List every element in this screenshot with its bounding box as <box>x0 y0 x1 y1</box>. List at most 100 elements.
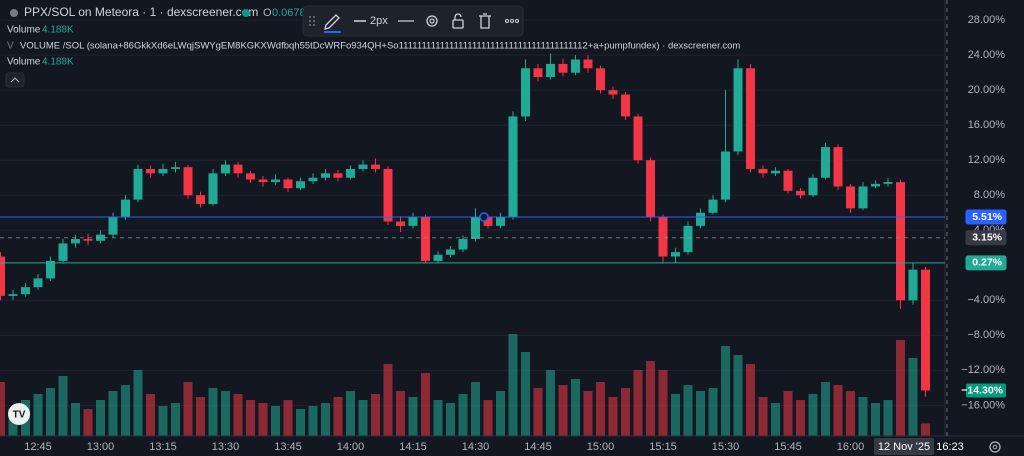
x-tick-label: 16:00 <box>837 441 865 453</box>
drag-handle[interactable] <box>309 16 315 26</box>
candle-body <box>108 217 118 235</box>
volume-bar <box>808 394 818 436</box>
candle-body <box>383 168 393 222</box>
volume-bar <box>308 406 318 436</box>
pencil-icon[interactable] <box>324 14 340 30</box>
candle-body <box>758 168 768 174</box>
axis-settings-icon[interactable] <box>989 441 1001 453</box>
volume-bar <box>221 391 230 436</box>
candle-body <box>246 173 255 180</box>
candle-body <box>508 116 518 218</box>
candle-body <box>696 212 705 226</box>
legend: PPX/SOL on Meteora · 1 · dexscreener.com… <box>5 5 740 88</box>
volume-bar <box>383 364 393 436</box>
candle-body <box>783 170 793 191</box>
lock-icon[interactable] <box>452 19 464 29</box>
volume-bar <box>783 391 793 436</box>
volume-bar <box>546 370 555 436</box>
candle-body <box>471 217 480 240</box>
crosshair-label-bg <box>965 230 1007 246</box>
delete-icon[interactable] <box>479 13 491 29</box>
candle-body <box>333 173 343 178</box>
volume-bar <box>858 397 868 436</box>
volume-bar <box>146 394 155 436</box>
volume-value: 4.188K <box>42 25 74 36</box>
volume-bar <box>533 388 543 436</box>
volume-bar <box>408 397 418 436</box>
volume-bar <box>871 403 880 436</box>
y-tick-label: 24.00% <box>968 49 1006 61</box>
x-tick-label: 13:15 <box>149 441 177 453</box>
volume-bar <box>833 385 843 436</box>
candle-body <box>58 243 68 261</box>
logo: TV <box>8 403 30 425</box>
volume-bar <box>646 361 655 436</box>
candle-body <box>546 63 555 78</box>
volume-bar <box>371 394 380 436</box>
volume-bar <box>333 397 343 436</box>
volume-bar <box>396 391 405 436</box>
volume-bar <box>158 406 168 436</box>
candle-body <box>658 217 668 257</box>
candle-body <box>833 147 843 187</box>
indicator-toggle[interactable]: V <box>7 41 14 52</box>
x-tick-label: 15:45 <box>774 441 802 453</box>
time-label: 16:23 <box>936 441 964 453</box>
candle-body <box>708 199 718 213</box>
collapse-button[interactable] <box>5 72 25 88</box>
candle-body <box>908 269 918 301</box>
candle-body <box>683 225 693 253</box>
y-tick-label: 20.00% <box>968 84 1006 96</box>
candle-body <box>321 173 330 178</box>
settings-icon[interactable] <box>426 15 438 27</box>
candle-body <box>733 68 743 152</box>
horizontal-line-label: 0.27% <box>972 257 1002 269</box>
more-icon[interactable] <box>505 19 519 23</box>
y-tick-label: −8.00% <box>967 329 1005 341</box>
volume-bar <box>446 403 455 436</box>
volume-bar <box>83 409 93 436</box>
volume-bar <box>358 400 368 436</box>
candle-body <box>21 287 30 295</box>
y-tick-label: −12.00% <box>961 364 1005 376</box>
open-label: O <box>263 7 272 19</box>
x-tick-label: 14:00 <box>337 441 365 453</box>
volume-bar <box>483 400 493 436</box>
width-label[interactable]: 2px <box>370 15 388 27</box>
volume-bar <box>696 391 705 436</box>
y-tick-label: 8.00% <box>974 189 1005 201</box>
volume-bar <box>133 370 143 436</box>
volume-bar <box>246 400 255 436</box>
volume-bar <box>633 370 643 436</box>
candle-body <box>846 186 855 209</box>
candle-body <box>483 217 493 226</box>
candle-body <box>296 181 305 189</box>
volume-bar <box>683 385 693 436</box>
volume-bar <box>571 379 580 436</box>
candle-body <box>371 164 380 169</box>
candle-body <box>921 269 930 391</box>
candle-body <box>671 252 680 257</box>
volume-bar <box>421 373 430 436</box>
symbol-icon <box>10 9 18 17</box>
volume-bar <box>458 394 468 436</box>
horizontal-line-label-bg <box>965 255 1007 271</box>
volume-bar <box>921 423 930 436</box>
volume-bar <box>171 403 180 436</box>
volume-bar <box>296 409 305 436</box>
candle-body <box>8 294 18 296</box>
candle-body <box>558 63 568 73</box>
x-tick-label: 14:45 <box>524 441 552 453</box>
y-tick-label: 16.00% <box>968 119 1006 131</box>
volume-bar <box>796 400 805 436</box>
candle-body <box>858 186 868 209</box>
candle-body <box>533 68 543 78</box>
x-tick-label: 14:15 <box>399 441 427 453</box>
volume-bar <box>896 340 905 436</box>
candle-body <box>208 173 218 204</box>
candle-body <box>446 249 455 255</box>
candle-body <box>271 179 280 183</box>
date-label: 12 Nov '25 <box>878 441 930 453</box>
plot-area <box>0 19 945 436</box>
x-tick-label: 14:30 <box>462 441 490 453</box>
